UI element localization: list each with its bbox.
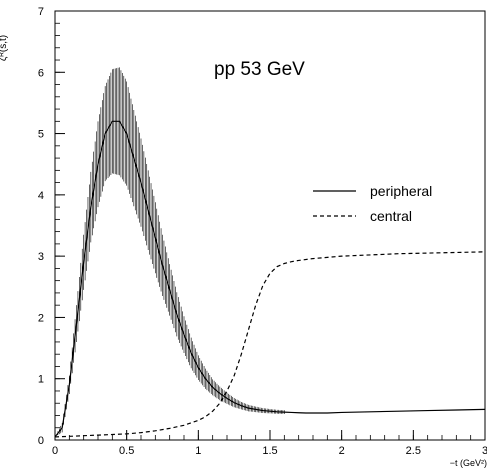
- x-tick-label: 1.5: [262, 445, 277, 457]
- y-tick-label: 1: [38, 374, 44, 386]
- y-tick-label: 4: [38, 190, 44, 202]
- y-tick-label: 6: [38, 67, 44, 79]
- legend: peripheral central: [313, 183, 432, 224]
- annotation-text: pp 53 GeV: [214, 59, 305, 80]
- x-axis-label: −t (GeV²): [450, 458, 487, 468]
- y-tick-label: 0: [38, 435, 44, 447]
- legend-central-label: central: [370, 208, 412, 224]
- y-axis-label: ζᴿ(s,t): [0, 35, 9, 61]
- x-tick-label: 0: [52, 445, 58, 457]
- legend-peripheral-label: peripheral: [370, 183, 432, 199]
- series-layer: [54, 67, 486, 438]
- x-tick-label: 1: [195, 445, 201, 457]
- y-tick-label: 3: [38, 251, 44, 263]
- series-line-peripheral: [54, 120, 486, 438]
- x-tick-label: 0.5: [119, 445, 134, 457]
- y-tick-label: 5: [38, 129, 44, 141]
- y-tick-label: 7: [38, 6, 44, 18]
- ticks-layer: 0 0.5 1 1.5 2 2.5 3 0 1 2 3 4 5 6 7: [38, 6, 487, 457]
- x-tick-label: 2.5: [406, 445, 421, 457]
- series-line-central: [54, 251, 486, 438]
- x-tick-label: 3: [482, 445, 487, 457]
- y-tick-label: 2: [38, 312, 44, 324]
- x-tick-label: 2: [339, 445, 345, 457]
